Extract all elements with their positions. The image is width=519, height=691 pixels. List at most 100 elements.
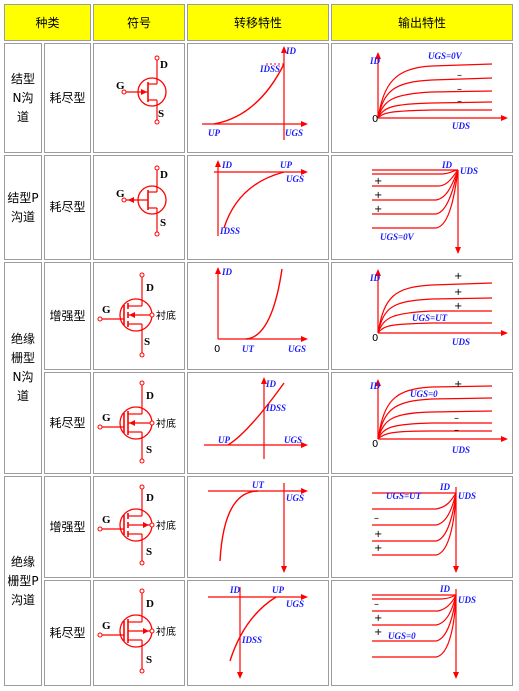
label-uds: UDS bbox=[458, 595, 476, 605]
label-ugs-eq-0: UGS=0 bbox=[410, 389, 438, 399]
symbol-igfet-p-enh: G D S 衬底 bbox=[93, 476, 185, 578]
symbol-igfet-n-dep: G D S 衬底 bbox=[93, 372, 185, 474]
pin-drain: D bbox=[146, 282, 154, 294]
plus-3: + bbox=[454, 301, 462, 312]
output-igfet-p-enh: UGS=UT ID UDS – + + bbox=[331, 476, 513, 578]
output-igfet-n-dep: ID 0 UDS + UGS=0 – – bbox=[331, 372, 513, 474]
label-id: ID bbox=[439, 482, 451, 492]
pin-drain: D bbox=[160, 169, 168, 181]
pin-substrate: 衬底 bbox=[156, 417, 176, 430]
label-ugs: UGS bbox=[285, 128, 303, 138]
label-ugs-0v: UGS=0V bbox=[428, 51, 463, 61]
symbol-igfet-n-enh: G D S 衬底 bbox=[93, 262, 185, 370]
symbol-jfet-p: G D S bbox=[93, 155, 185, 260]
label-id: ID bbox=[221, 267, 233, 277]
label-ugs-eq-ut-p: UGS=UT bbox=[386, 491, 422, 501]
label-up: UP bbox=[218, 435, 230, 445]
plus-1: + bbox=[454, 379, 462, 390]
group-igfet-p: 绝缘栅型P沟道 bbox=[4, 476, 42, 686]
output-jfet-n: ID 0 UDS UGS=0V – – – bbox=[331, 43, 513, 153]
pin-source: S bbox=[146, 546, 152, 558]
label-zero: 0 bbox=[372, 114, 378, 125]
output-jfet-p: ID UDS + + + UGS=0V bbox=[331, 155, 513, 260]
transfer-jfet-p: ID UP UGS IDSS bbox=[187, 155, 329, 260]
minus-3: – bbox=[457, 96, 462, 107]
symbol-jfet-n: G D S bbox=[93, 43, 185, 153]
pin-gate: G bbox=[116, 188, 125, 200]
mode-r6: 耗尽型 bbox=[44, 580, 91, 686]
label-idss: IDSS bbox=[265, 403, 286, 413]
transfer-igfet-n-dep: ID IDSS UP UGS bbox=[187, 372, 329, 474]
label-up: UP bbox=[208, 128, 220, 138]
pin-gate: G bbox=[116, 80, 125, 92]
label-id: ID bbox=[229, 585, 241, 595]
pin-source: S bbox=[144, 336, 150, 348]
plus-3: + bbox=[374, 204, 382, 215]
pin-substrate: 衬底 bbox=[156, 519, 176, 532]
label-ugs: UGS bbox=[288, 344, 306, 354]
label-id: ID bbox=[221, 160, 233, 170]
header-output: 输出特性 bbox=[331, 4, 513, 41]
label-ugs-eq-ut: UGS=UT bbox=[412, 313, 448, 323]
label-id: ID bbox=[441, 160, 453, 170]
mode-r1: 耗尽型 bbox=[44, 43, 91, 153]
label-id: ID bbox=[369, 381, 381, 391]
label-uds: UDS bbox=[452, 337, 470, 347]
label-zero: 0 bbox=[372, 333, 378, 344]
label-zero: 0 bbox=[372, 439, 378, 450]
transfer-igfet-p-enh: UT UGS bbox=[187, 476, 329, 578]
label-id: ID bbox=[285, 46, 297, 56]
group-jfet-n: 结型N沟道 bbox=[4, 43, 42, 153]
pin-substrate: 衬底 bbox=[156, 625, 176, 638]
plus-2: + bbox=[374, 627, 382, 638]
minus-1: – bbox=[374, 513, 379, 524]
label-ugs: UGS bbox=[286, 174, 304, 184]
plus-2: + bbox=[454, 287, 462, 298]
label-ugs: UGS bbox=[284, 435, 302, 445]
transfer-igfet-n-enh: ID 0 UT UGS bbox=[187, 262, 329, 370]
label-ut: UT bbox=[252, 480, 264, 490]
label-ugs-eq-0v: UGS=0V bbox=[380, 232, 415, 242]
mode-r5: 增强型 bbox=[44, 476, 91, 578]
symbol-igfet-p-dep: G D S 衬底 bbox=[93, 580, 185, 686]
header-transfer: 转移特性 bbox=[187, 4, 329, 41]
pin-source: S bbox=[158, 108, 164, 120]
header-symbol: 符号 bbox=[93, 4, 185, 41]
label-id: ID bbox=[369, 273, 381, 283]
plus-1: + bbox=[374, 529, 382, 540]
plus-2: + bbox=[374, 543, 382, 554]
pin-substrate: 衬底 bbox=[156, 309, 176, 322]
minus-1: – bbox=[454, 413, 459, 424]
label-uds: UDS bbox=[452, 445, 470, 455]
mode-r3: 增强型 bbox=[44, 262, 91, 370]
transfer-jfet-n: ID IDSS UP UGS bbox=[187, 43, 329, 153]
label-up: UP bbox=[280, 160, 292, 170]
pin-source: S bbox=[146, 444, 152, 456]
label-ugs: UGS bbox=[286, 493, 304, 503]
pin-drain: D bbox=[146, 598, 154, 610]
output-igfet-p-dep: ID UDS – + + UGS=0 bbox=[331, 580, 513, 686]
mode-r2: 耗尽型 bbox=[44, 155, 91, 260]
pin-drain: D bbox=[146, 390, 154, 402]
label-idss: IDSS bbox=[259, 64, 280, 74]
label-id: ID bbox=[265, 379, 277, 389]
header-type: 种类 bbox=[4, 4, 91, 41]
pin-gate: G bbox=[102, 620, 111, 632]
label-zero: 0 bbox=[214, 344, 220, 355]
pin-gate: G bbox=[102, 514, 111, 526]
minus-1: – bbox=[457, 70, 462, 81]
pin-drain: D bbox=[160, 59, 168, 71]
minus-1: – bbox=[374, 599, 379, 610]
group-igfet-n: 绝缘栅型N沟道 bbox=[4, 262, 42, 474]
label-ugs: UGS bbox=[286, 599, 304, 609]
label-id: ID bbox=[439, 584, 451, 594]
label-ut: UT bbox=[242, 344, 254, 354]
label-uds: UDS bbox=[458, 491, 476, 501]
label-idss: IDSS bbox=[241, 635, 262, 645]
pin-drain: D bbox=[146, 492, 154, 504]
plus-1: + bbox=[374, 613, 382, 624]
pin-source: S bbox=[146, 654, 152, 666]
plus-1: + bbox=[374, 176, 382, 187]
label-id: ID bbox=[369, 56, 381, 66]
